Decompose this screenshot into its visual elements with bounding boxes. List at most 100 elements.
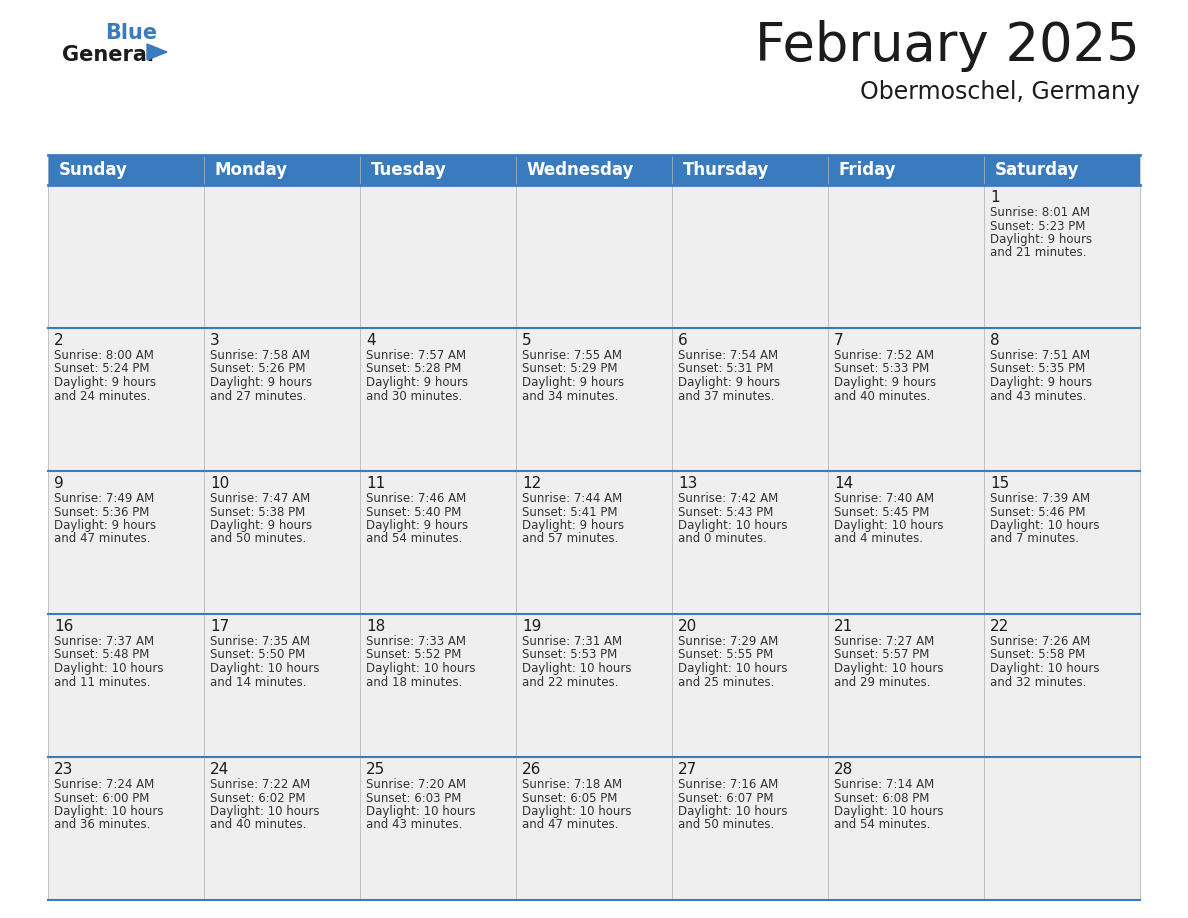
Text: Sunrise: 7:40 AM: Sunrise: 7:40 AM bbox=[834, 492, 934, 505]
Text: 7: 7 bbox=[834, 333, 843, 348]
FancyBboxPatch shape bbox=[204, 757, 360, 900]
Text: Sunrise: 7:31 AM: Sunrise: 7:31 AM bbox=[522, 635, 623, 648]
Text: Daylight: 9 hours: Daylight: 9 hours bbox=[834, 376, 936, 389]
Text: 9: 9 bbox=[53, 476, 64, 491]
Text: Sunset: 5:35 PM: Sunset: 5:35 PM bbox=[990, 363, 1086, 375]
Text: Sunrise: 7:24 AM: Sunrise: 7:24 AM bbox=[53, 778, 154, 791]
FancyBboxPatch shape bbox=[204, 614, 360, 757]
FancyBboxPatch shape bbox=[672, 155, 828, 185]
Text: and 47 minutes.: and 47 minutes. bbox=[53, 532, 151, 545]
Text: Sunrise: 7:29 AM: Sunrise: 7:29 AM bbox=[678, 635, 778, 648]
FancyBboxPatch shape bbox=[984, 614, 1140, 757]
Text: Sunrise: 8:00 AM: Sunrise: 8:00 AM bbox=[53, 349, 154, 362]
Text: and 29 minutes.: and 29 minutes. bbox=[834, 676, 930, 688]
Text: Sunrise: 7:26 AM: Sunrise: 7:26 AM bbox=[990, 635, 1091, 648]
Text: Sunrise: 7:33 AM: Sunrise: 7:33 AM bbox=[366, 635, 466, 648]
Text: 14: 14 bbox=[834, 476, 853, 491]
Text: 12: 12 bbox=[522, 476, 542, 491]
Text: Daylight: 9 hours: Daylight: 9 hours bbox=[522, 376, 624, 389]
Text: Sunrise: 7:42 AM: Sunrise: 7:42 AM bbox=[678, 492, 778, 505]
FancyBboxPatch shape bbox=[516, 757, 672, 900]
Text: Daylight: 9 hours: Daylight: 9 hours bbox=[210, 376, 312, 389]
Text: Sunrise: 7:55 AM: Sunrise: 7:55 AM bbox=[522, 349, 623, 362]
Text: Sunrise: 7:37 AM: Sunrise: 7:37 AM bbox=[53, 635, 154, 648]
Text: 6: 6 bbox=[678, 333, 688, 348]
Text: Sunrise: 7:52 AM: Sunrise: 7:52 AM bbox=[834, 349, 934, 362]
Text: Sunrise: 7:44 AM: Sunrise: 7:44 AM bbox=[522, 492, 623, 505]
Text: Daylight: 10 hours: Daylight: 10 hours bbox=[990, 519, 1100, 532]
Text: Thursday: Thursday bbox=[683, 161, 770, 179]
Text: Daylight: 9 hours: Daylight: 9 hours bbox=[366, 376, 468, 389]
Text: Obermoschel, Germany: Obermoschel, Germany bbox=[860, 80, 1140, 104]
Text: Daylight: 9 hours: Daylight: 9 hours bbox=[990, 376, 1092, 389]
Text: 20: 20 bbox=[678, 619, 697, 634]
Text: Daylight: 10 hours: Daylight: 10 hours bbox=[522, 662, 632, 675]
Text: and 32 minutes.: and 32 minutes. bbox=[990, 676, 1086, 688]
Text: Sunset: 5:53 PM: Sunset: 5:53 PM bbox=[522, 648, 618, 662]
Polygon shape bbox=[147, 44, 168, 60]
Text: and 57 minutes.: and 57 minutes. bbox=[522, 532, 619, 545]
Text: Daylight: 9 hours: Daylight: 9 hours bbox=[522, 519, 624, 532]
Text: 5: 5 bbox=[522, 333, 531, 348]
FancyBboxPatch shape bbox=[48, 328, 204, 471]
Text: Sunrise: 7:49 AM: Sunrise: 7:49 AM bbox=[53, 492, 154, 505]
Text: 17: 17 bbox=[210, 619, 229, 634]
Text: Friday: Friday bbox=[839, 161, 897, 179]
FancyBboxPatch shape bbox=[48, 155, 204, 185]
FancyBboxPatch shape bbox=[828, 155, 984, 185]
Text: 22: 22 bbox=[990, 619, 1010, 634]
Text: and 43 minutes.: and 43 minutes. bbox=[990, 389, 1086, 402]
Text: Sunset: 5:36 PM: Sunset: 5:36 PM bbox=[53, 506, 150, 519]
Text: Daylight: 10 hours: Daylight: 10 hours bbox=[210, 662, 320, 675]
Text: Daylight: 10 hours: Daylight: 10 hours bbox=[53, 662, 164, 675]
Text: and 43 minutes.: and 43 minutes. bbox=[366, 819, 462, 832]
FancyBboxPatch shape bbox=[516, 155, 672, 185]
Text: Sunset: 5:45 PM: Sunset: 5:45 PM bbox=[834, 506, 929, 519]
Text: Sunset: 5:33 PM: Sunset: 5:33 PM bbox=[834, 363, 929, 375]
FancyBboxPatch shape bbox=[828, 614, 984, 757]
Text: Sunrise: 7:16 AM: Sunrise: 7:16 AM bbox=[678, 778, 778, 791]
Text: Sunset: 5:28 PM: Sunset: 5:28 PM bbox=[366, 363, 461, 375]
Text: Daylight: 9 hours: Daylight: 9 hours bbox=[678, 376, 781, 389]
Text: Daylight: 10 hours: Daylight: 10 hours bbox=[522, 805, 632, 818]
Text: Sunset: 5:40 PM: Sunset: 5:40 PM bbox=[366, 506, 461, 519]
Text: 4: 4 bbox=[366, 333, 375, 348]
Text: and 36 minutes.: and 36 minutes. bbox=[53, 819, 151, 832]
Text: 11: 11 bbox=[366, 476, 385, 491]
Text: Sunset: 5:23 PM: Sunset: 5:23 PM bbox=[990, 219, 1086, 232]
Text: Blue: Blue bbox=[105, 23, 157, 43]
Text: 24: 24 bbox=[210, 762, 229, 777]
Text: 13: 13 bbox=[678, 476, 697, 491]
FancyBboxPatch shape bbox=[360, 155, 516, 185]
Text: Sunrise: 7:46 AM: Sunrise: 7:46 AM bbox=[366, 492, 466, 505]
Text: Sunset: 5:26 PM: Sunset: 5:26 PM bbox=[210, 363, 305, 375]
Text: Sunrise: 7:39 AM: Sunrise: 7:39 AM bbox=[990, 492, 1091, 505]
Text: and 30 minutes.: and 30 minutes. bbox=[366, 389, 462, 402]
FancyBboxPatch shape bbox=[516, 614, 672, 757]
Text: Sunset: 6:02 PM: Sunset: 6:02 PM bbox=[210, 791, 305, 804]
Text: Daylight: 9 hours: Daylight: 9 hours bbox=[990, 233, 1092, 246]
Text: Sunset: 6:07 PM: Sunset: 6:07 PM bbox=[678, 791, 773, 804]
Text: Sunrise: 7:51 AM: Sunrise: 7:51 AM bbox=[990, 349, 1091, 362]
Text: Sunset: 5:52 PM: Sunset: 5:52 PM bbox=[366, 648, 461, 662]
Text: Tuesday: Tuesday bbox=[371, 161, 447, 179]
Text: and 18 minutes.: and 18 minutes. bbox=[366, 676, 462, 688]
FancyBboxPatch shape bbox=[672, 757, 828, 900]
Text: Daylight: 9 hours: Daylight: 9 hours bbox=[53, 519, 156, 532]
Text: and 7 minutes.: and 7 minutes. bbox=[990, 532, 1079, 545]
Text: 8: 8 bbox=[990, 333, 999, 348]
FancyBboxPatch shape bbox=[516, 185, 672, 328]
Text: Sunset: 5:24 PM: Sunset: 5:24 PM bbox=[53, 363, 150, 375]
Text: Sunset: 5:55 PM: Sunset: 5:55 PM bbox=[678, 648, 773, 662]
Text: Daylight: 10 hours: Daylight: 10 hours bbox=[834, 519, 943, 532]
Text: Sunrise: 7:35 AM: Sunrise: 7:35 AM bbox=[210, 635, 310, 648]
Text: and 24 minutes.: and 24 minutes. bbox=[53, 389, 151, 402]
Text: Daylight: 9 hours: Daylight: 9 hours bbox=[53, 376, 156, 389]
FancyBboxPatch shape bbox=[48, 471, 204, 614]
Text: Sunrise: 7:57 AM: Sunrise: 7:57 AM bbox=[366, 349, 466, 362]
FancyBboxPatch shape bbox=[48, 757, 204, 900]
FancyBboxPatch shape bbox=[360, 471, 516, 614]
Text: Sunrise: 7:47 AM: Sunrise: 7:47 AM bbox=[210, 492, 310, 505]
Text: Monday: Monday bbox=[215, 161, 287, 179]
Text: and 14 minutes.: and 14 minutes. bbox=[210, 676, 307, 688]
